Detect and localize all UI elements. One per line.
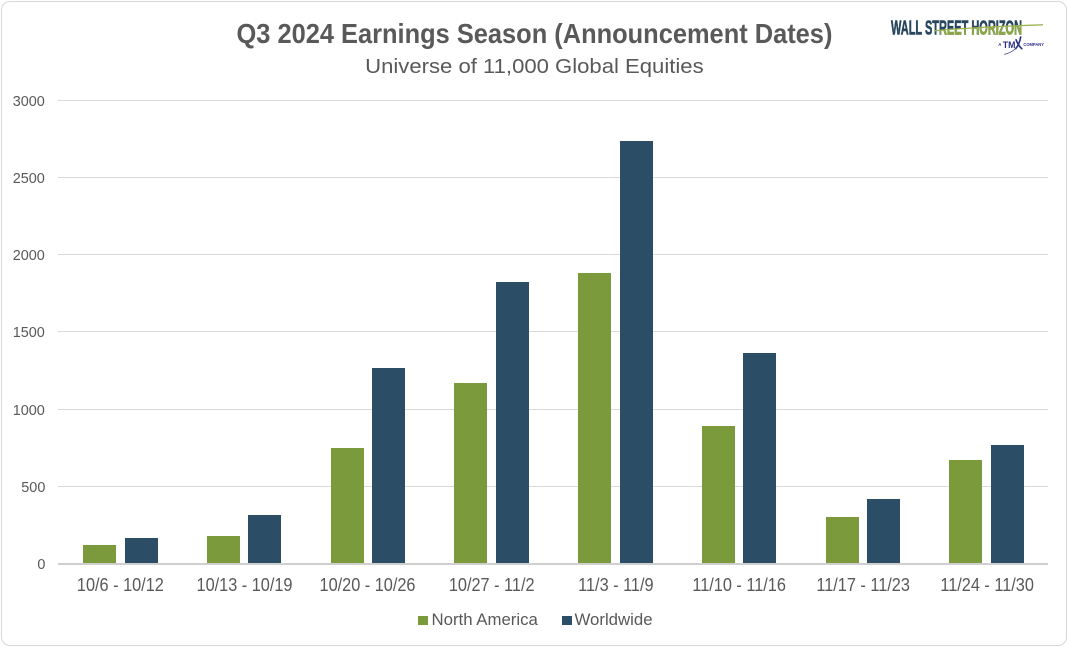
svg-text:COMPANY: COMPANY bbox=[1023, 42, 1044, 47]
svg-text:A: A bbox=[998, 42, 1002, 47]
svg-text:TM: TM bbox=[1003, 40, 1016, 50]
